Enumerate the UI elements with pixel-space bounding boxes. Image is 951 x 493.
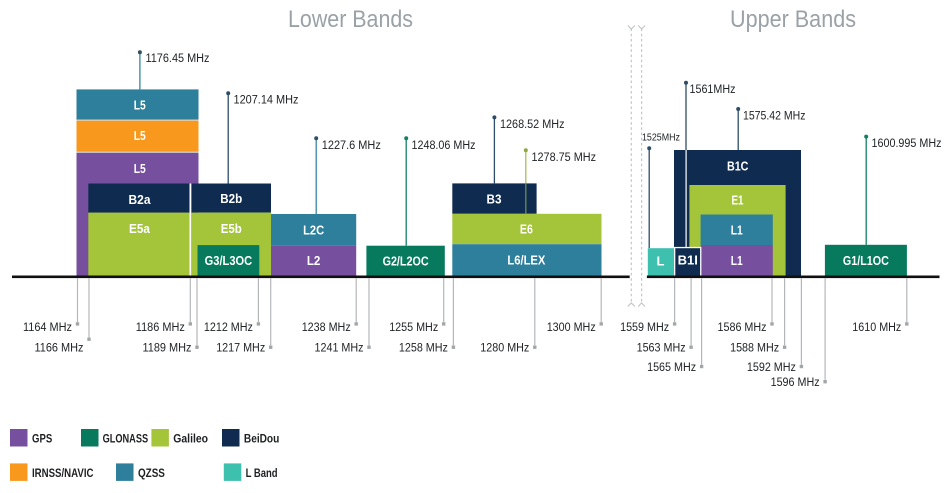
- svg-text:L2: L2: [307, 253, 321, 268]
- svg-text:1300 MHz: 1300 MHz: [547, 320, 596, 334]
- svg-text:1212 MHz: 1212 MHz: [204, 320, 253, 334]
- svg-text:1600.995 MHz: 1600.995 MHz: [872, 136, 942, 150]
- svg-text:1227.6 MHz: 1227.6 MHz: [322, 138, 381, 152]
- svg-text:G1/L1OC: G1/L1OC: [843, 253, 890, 268]
- svg-text:Galileo: Galileo: [173, 432, 208, 446]
- svg-text:1280 MHz: 1280 MHz: [480, 341, 529, 355]
- svg-text:GPS: GPS: [32, 432, 52, 446]
- svg-text:1248.06 MHz: 1248.06 MHz: [412, 138, 476, 152]
- svg-text:1278.75 MHz: 1278.75 MHz: [532, 150, 597, 164]
- svg-text:Upper Bands: Upper Bands: [730, 6, 856, 33]
- svg-text:L5: L5: [134, 128, 146, 143]
- svg-text:L1: L1: [731, 253, 743, 268]
- svg-text:1575.42 MHz: 1575.42 MHz: [743, 109, 806, 123]
- svg-text:1565 MHz: 1565 MHz: [647, 360, 696, 374]
- svg-text:1176.45 MHz: 1176.45 MHz: [146, 51, 210, 65]
- svg-text:Lower Bands: Lower Bands: [288, 6, 413, 33]
- svg-text:1258 MHz: 1258 MHz: [399, 341, 448, 355]
- svg-text:GLONASS: GLONASS: [103, 432, 149, 446]
- svg-text:B3: B3: [487, 191, 502, 206]
- svg-text:B1I: B1I: [678, 253, 698, 268]
- svg-text:1207.14 MHz: 1207.14 MHz: [234, 93, 299, 107]
- svg-text:G2/L2OC: G2/L2OC: [383, 253, 430, 268]
- svg-text:L: L: [657, 253, 665, 268]
- svg-text:1596 MHz: 1596 MHz: [771, 375, 820, 389]
- svg-text:G3/L3OC: G3/L3OC: [205, 253, 253, 268]
- svg-text:1255 MHz: 1255 MHz: [389, 320, 438, 334]
- svg-text:E5b: E5b: [221, 221, 242, 236]
- svg-text:QZSS: QZSS: [138, 466, 165, 480]
- svg-text:B2b: B2b: [220, 191, 242, 206]
- svg-text:1588 MHz: 1588 MHz: [730, 341, 779, 355]
- svg-text:1238 MHz: 1238 MHz: [302, 320, 351, 334]
- svg-text:1186 MHz: 1186 MHz: [136, 320, 185, 334]
- svg-text:1217 MHz: 1217 MHz: [216, 341, 265, 355]
- svg-text:1561MHz: 1561MHz: [690, 82, 736, 96]
- svg-text:IRNSS/NAVIC: IRNSS/NAVIC: [32, 466, 94, 480]
- svg-text:1189 MHz: 1189 MHz: [143, 341, 192, 355]
- svg-text:L5: L5: [134, 161, 146, 176]
- svg-text:1563 MHz: 1563 MHz: [637, 341, 686, 355]
- svg-text:1559 MHz: 1559 MHz: [620, 320, 669, 334]
- svg-text:1241 MHz: 1241 MHz: [315, 341, 364, 355]
- svg-text:1166 MHz: 1166 MHz: [35, 341, 84, 355]
- svg-text:E6: E6: [520, 222, 533, 237]
- svg-text:L2C: L2C: [303, 222, 325, 237]
- svg-text:E5a: E5a: [129, 221, 151, 236]
- svg-text:L Band: L Band: [246, 466, 278, 480]
- svg-text:1586 MHz: 1586 MHz: [718, 320, 767, 334]
- svg-text:B2a: B2a: [129, 192, 152, 207]
- svg-text:B1C: B1C: [727, 159, 749, 174]
- svg-text:1164 MHz: 1164 MHz: [23, 320, 72, 334]
- svg-text:L1: L1: [731, 223, 743, 238]
- svg-text:L5: L5: [134, 97, 146, 112]
- svg-text:1525MHz: 1525MHz: [642, 133, 680, 144]
- svg-text:BeiDou: BeiDou: [244, 432, 279, 446]
- svg-text:1592 MHz: 1592 MHz: [747, 360, 796, 374]
- svg-text:L6/LEX: L6/LEX: [507, 253, 545, 268]
- svg-text:E1: E1: [732, 193, 744, 208]
- svg-text:1268.52 MHz: 1268.52 MHz: [500, 117, 565, 131]
- svg-text:1610 MHz: 1610 MHz: [852, 320, 901, 334]
